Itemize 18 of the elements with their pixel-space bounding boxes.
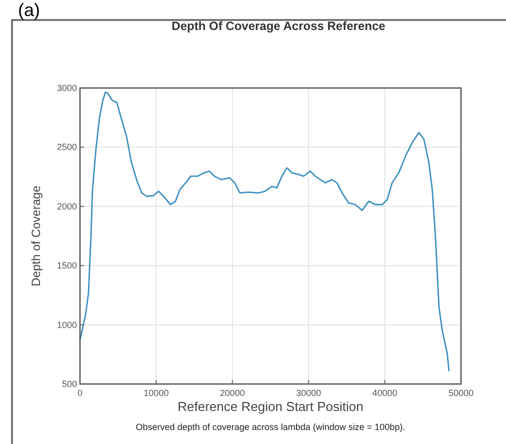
x-tick-label: 0 xyxy=(77,388,83,398)
y-tick-label: 2000 xyxy=(56,201,77,212)
text: (a) xyxy=(18,0,40,20)
y-tick-label: 3000 xyxy=(56,83,77,93)
y-tick-label: 2500 xyxy=(56,142,77,152)
x-axis-title: Reference Region Start Position xyxy=(178,399,364,414)
x-tick-label: 20000 xyxy=(220,388,245,398)
x-tick-label: 10000 xyxy=(144,388,169,398)
y-tick-label: 1000 xyxy=(56,320,77,330)
line-series xyxy=(79,92,450,372)
x-tick-label: 40000 xyxy=(372,388,398,398)
x-tick-label: 50000 xyxy=(448,388,474,398)
chart-title: Depth Of Coverage Across Reference xyxy=(172,19,386,33)
text: Observed depth of coverage across lambda (window size = 100bp). xyxy=(136,422,406,432)
y-tick-label: 500 xyxy=(62,379,77,389)
x-tick-label: 30000 xyxy=(296,388,322,398)
y-axis-title: Depth of Coverage xyxy=(29,185,43,286)
y-tick-label: 1500 xyxy=(56,260,77,271)
